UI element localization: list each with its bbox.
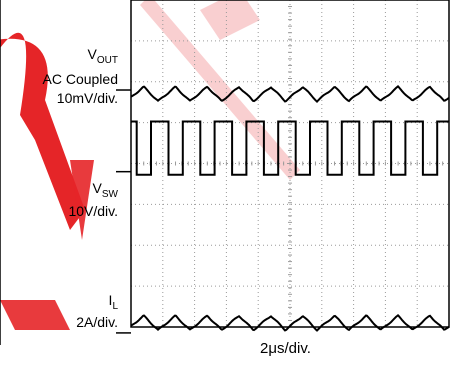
vout-coupling-label: AC Coupled: [42, 71, 119, 87]
il-label: IL: [108, 292, 118, 312]
scope-traces: [116, 85, 450, 334]
x-axis-label: 2μs/div.: [260, 340, 311, 357]
trace-l: [130, 313, 450, 332]
trace-out: [130, 85, 450, 103]
vsw-scale-label: 10V/div.: [68, 203, 118, 219]
scope-grid: [130, 0, 450, 328]
vsw-label: VSW: [92, 180, 118, 200]
vout-label: VOUT: [87, 46, 118, 66]
trace-sw: [130, 120, 450, 176]
watermark: [0, 0, 300, 330]
vout-scale-label: 10mV/div.: [56, 90, 118, 106]
il-scale-label: 2A/div.: [76, 314, 118, 330]
